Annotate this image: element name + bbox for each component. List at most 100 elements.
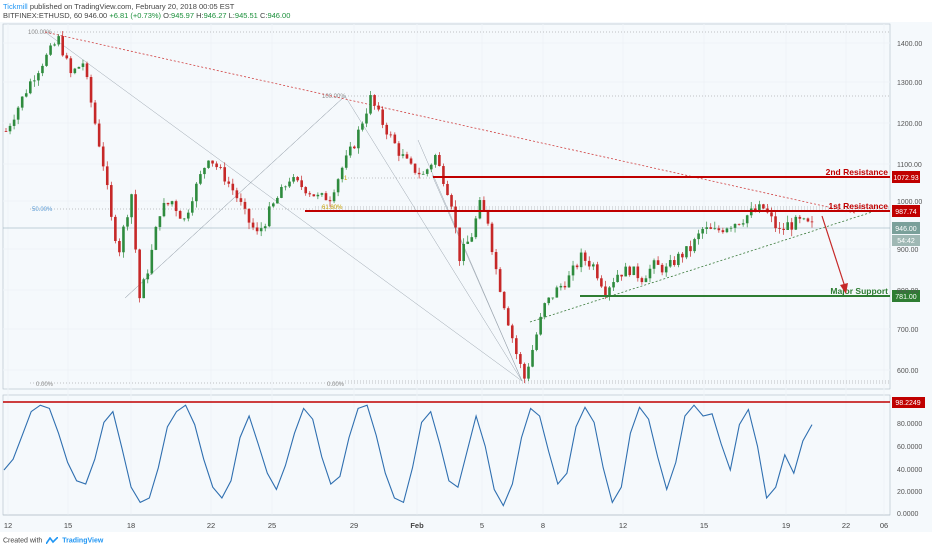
candle-body	[348, 146, 352, 156]
candle-body	[24, 93, 28, 97]
x-tick-label: 22	[842, 521, 850, 530]
candle-body	[369, 95, 372, 114]
candle-body	[591, 264, 595, 267]
symbol-label[interactable]: BITFINEX:ETHUSD, 60	[3, 11, 83, 20]
candle-body	[142, 279, 146, 299]
candle-body	[110, 185, 113, 217]
candle-body	[162, 202, 166, 217]
candle-body	[458, 227, 461, 262]
candle-body	[73, 68, 77, 74]
candle-body	[672, 260, 676, 266]
candle-body	[774, 216, 777, 229]
candle-body	[29, 81, 32, 94]
candle-body	[154, 226, 158, 250]
level-label-0: 2nd Resistance	[826, 167, 889, 177]
x-tick-label: 12	[619, 521, 627, 530]
candle-body	[729, 227, 733, 229]
candle-body	[745, 215, 749, 224]
candle-body	[150, 249, 154, 274]
candle-body	[357, 129, 360, 149]
candle-body	[328, 200, 332, 202]
candle-body	[466, 241, 470, 244]
candle-body	[417, 172, 421, 175]
level-price-tag-1	[892, 205, 920, 217]
candle-body	[211, 160, 214, 164]
projection-arrow-line	[821, 215, 846, 288]
stoch-tick-label: 80.0000	[897, 421, 922, 428]
candle-body	[373, 95, 376, 106]
candle-body	[446, 183, 449, 196]
stoch-level-value: 98.2249	[895, 400, 920, 407]
candle-body	[37, 73, 40, 81]
candle-body	[114, 216, 117, 241]
close-label: C:	[259, 11, 268, 20]
candle-body	[93, 102, 97, 124]
candle-body	[628, 266, 632, 276]
candle-body	[636, 266, 640, 279]
level-price-2: 781.00	[895, 294, 917, 301]
candle-body	[502, 291, 506, 309]
candle-body	[247, 208, 251, 223]
candle-body	[681, 253, 684, 258]
candle-body	[778, 228, 781, 229]
candle-body	[219, 167, 222, 168]
candle-body	[215, 163, 218, 168]
candle-body	[624, 266, 627, 277]
fib-label-1: 1	[344, 176, 348, 182]
candle-body	[685, 246, 688, 258]
candle-body	[563, 285, 567, 288]
candle-body	[721, 230, 725, 233]
candle-body	[604, 286, 607, 296]
candle-body	[308, 193, 312, 195]
candle-body	[312, 194, 316, 197]
brand-name[interactable]: TradingView	[62, 537, 104, 545]
candle-body	[377, 105, 380, 110]
candle-body	[61, 36, 65, 56]
candle-body	[454, 206, 457, 228]
candle-body	[632, 266, 636, 276]
candle-body	[385, 124, 389, 135]
candle-body	[531, 349, 534, 367]
level-price-tag-0	[892, 171, 920, 183]
price-change: +6.81 (+0.73%)	[109, 11, 162, 20]
candle-body	[438, 155, 441, 167]
candle-body	[203, 167, 206, 175]
fib-label-0b: 0.00%	[327, 382, 345, 388]
candle-body	[535, 334, 538, 350]
candle-body	[16, 107, 20, 120]
candle-body	[608, 287, 611, 296]
price-tick-label: 900.00	[897, 247, 919, 254]
candle-body	[709, 227, 713, 229]
candle-body	[583, 252, 587, 261]
current-price-value: 946.00	[895, 226, 917, 233]
price-tick-label: 1300.00	[897, 80, 922, 87]
price-tick-label: 1100.00	[897, 162, 922, 169]
candle-body	[130, 194, 133, 218]
candle-body	[243, 201, 247, 209]
x-tick-label: 22	[207, 521, 215, 530]
candle-body	[434, 155, 437, 165]
candle-body	[276, 197, 279, 204]
candle-body	[644, 278, 648, 283]
candle-body	[413, 163, 417, 173]
candle-body	[510, 325, 514, 339]
candle-body	[612, 282, 615, 288]
level-price-tag-2	[892, 290, 920, 302]
x-tick-label: 25	[268, 521, 276, 530]
candle-body	[733, 223, 737, 228]
candle-body	[263, 226, 267, 229]
candle-body	[770, 212, 773, 217]
candle-body	[640, 278, 644, 283]
x-tick-label: 8	[541, 521, 545, 530]
candle-body	[494, 252, 498, 270]
candle-body	[486, 210, 490, 224]
price-tick-label: 1000.00	[897, 199, 922, 206]
candle-body	[4, 131, 8, 132]
stoch-pane	[2, 394, 891, 516]
candle-body	[794, 216, 798, 230]
stoch-series-line	[3, 404, 813, 507]
candle-body	[697, 233, 700, 240]
author-name[interactable]: Tickmill	[3, 2, 28, 11]
candle-body	[677, 253, 680, 266]
